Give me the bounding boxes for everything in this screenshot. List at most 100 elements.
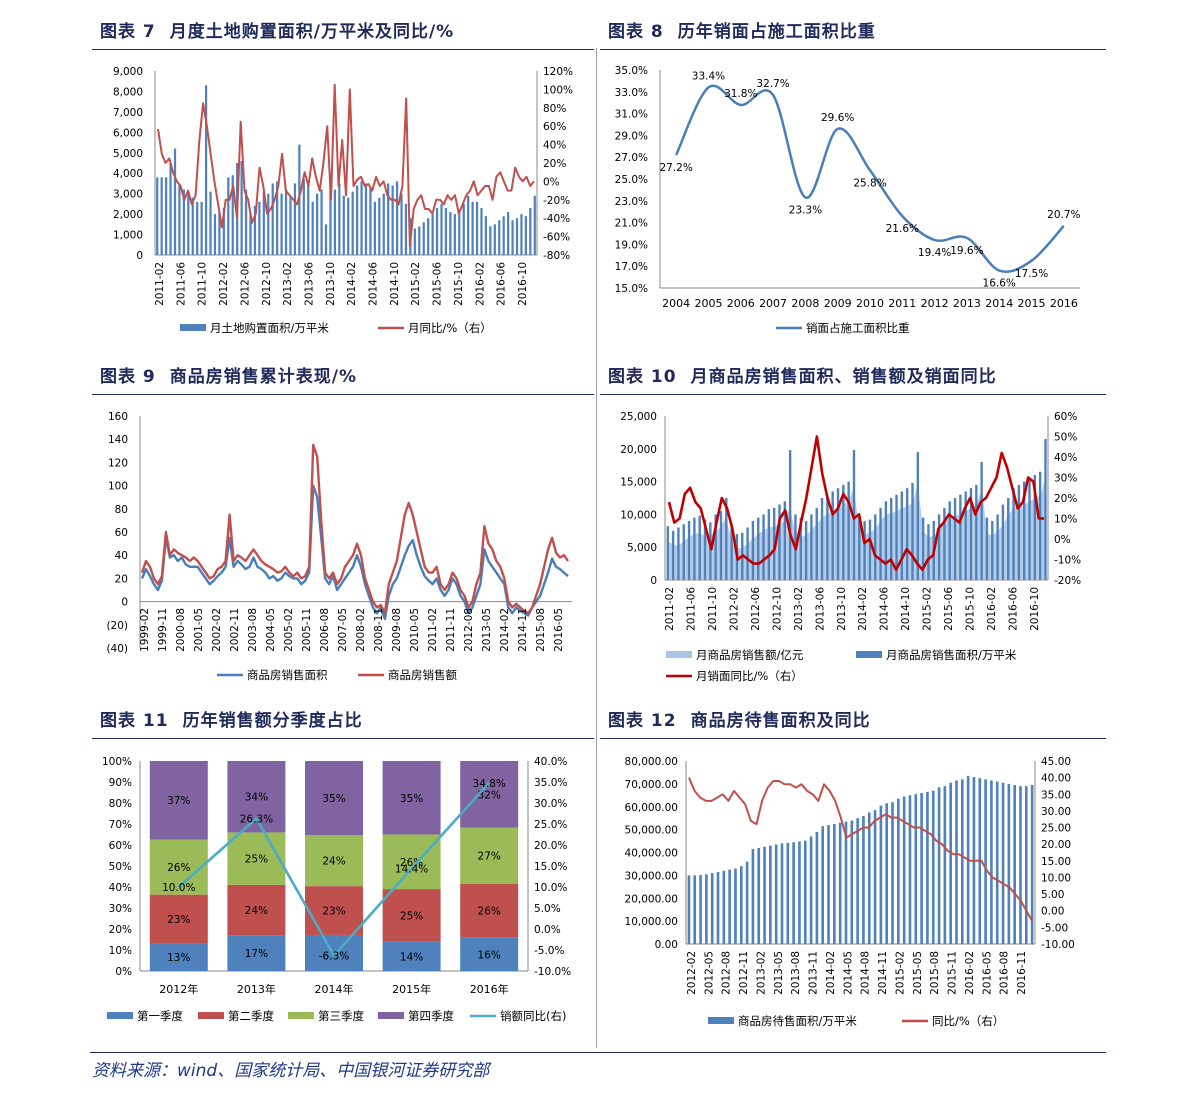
chart10-y-right-tick: 20% — [1054, 493, 1077, 505]
chart10-bar — [677, 527, 680, 580]
chart12-y-left-tick: 40,000.00 — [625, 848, 678, 860]
chart11-yoy-label: 34.8% — [473, 778, 506, 790]
chart7-bar — [458, 210, 461, 255]
chart12-bar — [734, 868, 737, 944]
chart12-x-tick: 2015-11 — [947, 951, 959, 995]
chart10-y-left-tick: 5,000 — [627, 542, 657, 554]
chart10-fig-label: 图表 10 — [608, 367, 677, 387]
chart11-bar-label: 35% — [322, 793, 345, 805]
chart12-bar — [757, 847, 761, 944]
chart7-bar — [164, 177, 168, 255]
chart11-bar-q2 — [149, 894, 208, 944]
chart11-legend-q4-label: 第四季度 — [408, 1009, 454, 1023]
chart9-x-tick: 2013-05 — [481, 608, 493, 652]
chart10-bar — [671, 530, 675, 580]
chart12-x-tick: 2012-02 — [686, 951, 698, 995]
chart11-plot: 0% 10% 20% 30% 40% 50% 60% 70% 80% 90% 100% -10.0% -… — [102, 756, 571, 1023]
chart8-y-tick: 17.0% — [615, 261, 648, 273]
chart8-x-tick: 2012 — [921, 297, 949, 310]
chart9-area-line — [140, 484, 569, 621]
chart7-legend-yoy-label: 月同比/%（右） — [408, 321, 492, 335]
chart12-bar — [867, 812, 871, 944]
chart10-bar — [964, 491, 967, 580]
chart7-x-tick: 2012-02 — [218, 262, 230, 306]
chart11-bar-label: 35% — [400, 793, 423, 805]
chart12-y-right-tick: 40.00 — [1041, 773, 1071, 785]
chart10-bar — [1007, 498, 1010, 580]
chart10-bar — [820, 498, 824, 580]
chart7-bar — [453, 214, 456, 255]
chart7-bar — [307, 183, 310, 255]
chart12-bar — [786, 842, 790, 944]
chart12-bar — [862, 815, 865, 944]
chart7-bar — [391, 185, 394, 255]
chart11-y-left-tick: 90% — [109, 777, 132, 789]
chart7-yoy-line — [157, 83, 535, 247]
chart10-bar — [916, 452, 920, 580]
chart8-y-tick: 29.0% — [615, 130, 648, 142]
chart7-bar — [280, 193, 283, 255]
chart9-x-tick: 1999-02 — [139, 608, 151, 652]
chart7-y-right-tick: 40% — [543, 140, 566, 152]
chart10-x-tick: 2012-10 — [771, 587, 783, 631]
chart11-bar-label: 16% — [478, 949, 501, 961]
chart11-yoy-label: -6.3% — [319, 950, 349, 962]
chart9-y-tick: 120 — [108, 457, 128, 469]
chart10-bar — [858, 514, 861, 580]
chart10-y-right-tick: 30% — [1054, 473, 1077, 485]
chart7-y-left-tick: 0 — [136, 250, 143, 262]
chart11-bar-label: 26% — [478, 906, 501, 918]
chart8-legend-label: 销面占施工面积比重 — [806, 321, 910, 335]
chart8-y-tick: 25.0% — [615, 174, 648, 186]
chart9-x-tick: 2004-05 — [265, 608, 277, 652]
chart10-bar — [693, 517, 696, 580]
chart7-x-tick: 2015-10 — [453, 262, 465, 306]
chart12-bar — [1013, 785, 1016, 944]
chart10-x-tick: 2011-06 — [685, 587, 697, 631]
chart10-bar — [953, 498, 957, 580]
chart8-x-tick: 2006 — [727, 297, 755, 310]
chart9-x-tick: 2001-05 — [193, 608, 205, 652]
chart7-bar — [156, 177, 159, 255]
chart7-bar — [369, 187, 372, 255]
chart10-y-left-tick: 0 — [650, 575, 657, 587]
chart8-data-label: 23.3% — [789, 205, 822, 217]
chart7-x-tick: 2014-02 — [346, 262, 358, 306]
chart12-legend-area-swatch — [708, 1017, 734, 1024]
chart7-bar — [240, 160, 243, 255]
chart11-bar-q3 — [382, 834, 441, 890]
chart12-bar — [961, 779, 964, 944]
chart7-y-right-tick: -20% — [543, 195, 570, 207]
chart11-legend-q3-swatch — [288, 1012, 314, 1019]
chart12-bar — [914, 794, 918, 944]
chart10-bar — [783, 501, 787, 580]
chart10-x-tick: 2015-02 — [922, 587, 934, 631]
chart10-y-right-tick: 10% — [1054, 514, 1077, 526]
chart7-bar — [400, 193, 403, 255]
chart10-bar — [778, 504, 781, 580]
chart7-bar — [227, 177, 230, 255]
chart7-bar — [249, 212, 252, 255]
chart12-yoy-line — [688, 777, 1033, 922]
chart11-y-left-tick: 80% — [109, 798, 132, 810]
chart12-x-tick: 2012-11 — [738, 951, 750, 995]
chart7-bar — [404, 203, 408, 255]
chart9-x-tick: 2011-11 — [445, 608, 457, 652]
chart10-bar — [799, 517, 802, 580]
chart11-y-left-tick: 50% — [109, 861, 132, 873]
panel-chart11: 图表 11 历年销售额分季度占比 — [92, 704, 594, 1034]
chart7-x-tick: 2013-10 — [325, 262, 337, 306]
chart11-bar-q4 — [149, 761, 208, 840]
chart10-bar — [826, 494, 829, 580]
chart10-x-tick: 2013-02 — [793, 587, 805, 631]
chart12-bar — [739, 866, 743, 944]
chart7-x-tick: 2016-06 — [496, 262, 508, 306]
chart11-y-left-tick: 0% — [115, 966, 132, 978]
chart9-x-tick: 2012-08 — [463, 608, 475, 652]
chart8-plot: 15.0% 17.0% 19.0% 21.0% 23.0% 25.0% 27.0% 29.0%… — [615, 65, 1081, 335]
chart7-bar — [364, 183, 368, 255]
chart9-x-tick: 1999-11 — [157, 608, 169, 652]
chart9-x-tick: 2005-02 — [283, 608, 295, 652]
chart11-y-right-tick: 25.0% — [534, 819, 567, 831]
chart11-y-right-tick: 15.0% — [534, 861, 567, 873]
